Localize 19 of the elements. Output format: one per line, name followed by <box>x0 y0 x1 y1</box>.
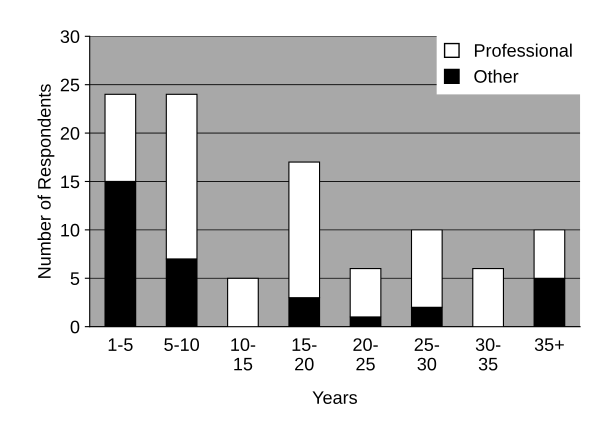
y-tick-label: 15 <box>61 176 80 188</box>
y-tick-label: 25 <box>60 78 80 92</box>
y-tick-label: 0 <box>70 320 80 334</box>
legend-label: Professional <box>474 44 572 57</box>
y-axis-title: Number of Respondents <box>38 84 54 278</box>
x-tick-label: 15- 20 <box>292 338 316 370</box>
y-tick-label: 10 <box>61 224 80 237</box>
x-tick-label: 30- 35 <box>476 338 500 370</box>
x-tick-label: 25- 30 <box>414 338 440 370</box>
x-tick-label: 1-5 <box>108 338 133 352</box>
x-axis-title: Years <box>312 391 357 404</box>
y-tick-label: 5 <box>70 272 80 285</box>
y-tick-label: 20 <box>60 127 80 140</box>
y-tick-label: 30 <box>60 30 80 44</box>
x-tick-label: 5-10 <box>164 338 200 352</box>
legend-label: Other <box>474 70 518 83</box>
x-tick-label: 35+ <box>534 338 564 352</box>
x-tick-label: 10- 15 <box>231 338 256 370</box>
x-tick-label: 20- 25 <box>353 338 378 370</box>
